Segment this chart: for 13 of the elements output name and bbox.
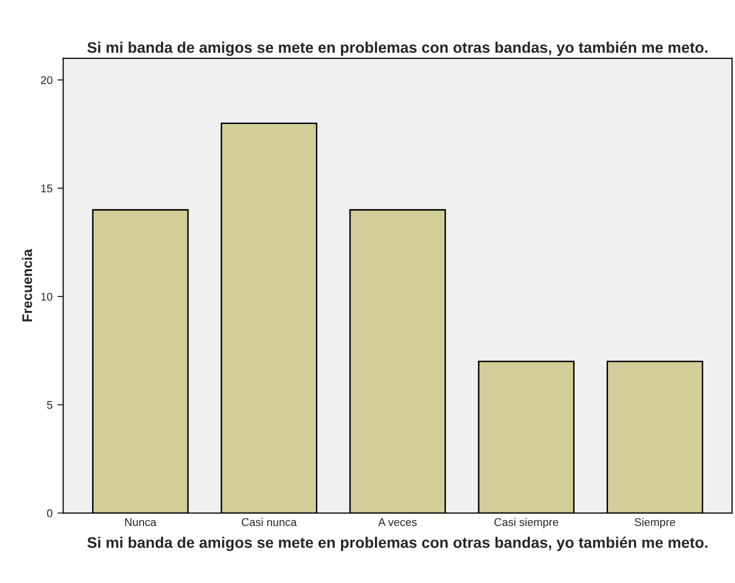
x-tick-label: A veces [378,518,417,526]
x-tick-label: Casi siempre [494,518,558,528]
x-axis-title: Si mi banda de amigos se mete en problemas con otras bandas, yo también me meto. [87,536,708,552]
y-tick-label: 0 [47,509,52,518]
x-tick-label: Casi nunca [242,518,297,526]
y-tick-label: 20 [40,76,52,84]
x-tick-label: Nunca [125,518,156,526]
chart-title: Si mi banda de amigos se mete en problemas con otras bandas, yo también me meto. [87,42,708,56]
x-tick-label: Siempre [634,518,676,528]
y-tick-label: 15 [41,184,52,192]
y-tick-label: 5 [47,401,52,409]
y-tick-label: 10 [41,292,52,301]
y-axis-title: Frecuencia [22,248,32,322]
